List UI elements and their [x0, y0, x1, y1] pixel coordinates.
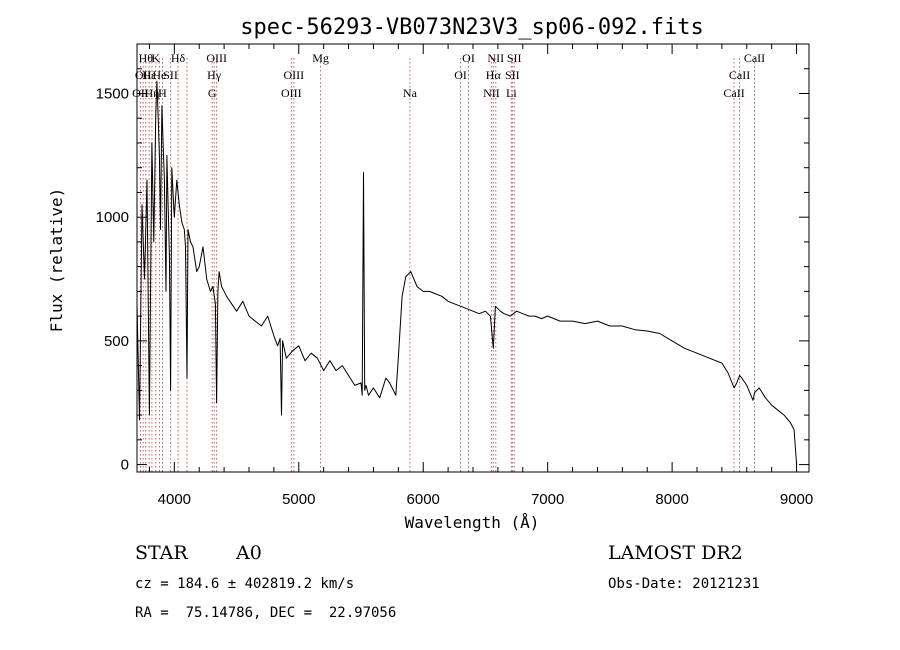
spectral-line-label: K	[151, 51, 160, 65]
spectral-line-label: G	[208, 86, 217, 100]
chart-title: spec-56293-VB073N23V3_sp06-092.fits	[240, 15, 704, 40]
plot-border	[136, 43, 810, 473]
spectral-line-label: H	[158, 86, 167, 100]
spectral-line-label: OI	[462, 51, 475, 65]
spectral-line-label: Hε	[142, 68, 156, 82]
object-class: STAR	[135, 542, 188, 564]
y-axis-label: Flux (relative)	[47, 188, 66, 333]
spectral-line-label: OIII	[281, 86, 302, 100]
x-tick-label: 9000	[780, 491, 813, 508]
x-axis-label: Wavelength (Å)	[405, 513, 540, 532]
survey-name: LAMOST DR2	[608, 542, 743, 564]
spectral-line-label: SII	[507, 51, 522, 65]
y-tick-label: 1500	[96, 85, 129, 102]
spectral-line-label: He	[152, 68, 166, 82]
redshift-cz: cz = 184.6 ± 402819.2 km/s	[135, 576, 355, 592]
plot-frame	[136, 43, 810, 473]
x-tick-label: 6000	[407, 491, 440, 508]
spectral-line-label: Hθ	[139, 51, 154, 65]
spectral-line-label: CaII	[729, 68, 750, 82]
y-tick-label: 0	[121, 457, 129, 474]
spectral-line-label: Na	[403, 86, 418, 100]
axis-ticks: 4000 5000 6000 7000 8000 9000 0 500 1000 1500	[96, 44, 813, 508]
spectral-line-label: OIII	[283, 68, 304, 82]
sky-coordinates: RA = 75.14786, DEC = 22.97056	[135, 605, 397, 621]
spectral-line-label: Hα	[486, 68, 502, 82]
spectral-line-label: Hδ	[171, 51, 186, 65]
y-tick-label: 500	[104, 333, 129, 350]
spectral-line-label: Li	[506, 86, 517, 100]
spectral-line-label: Hγ	[207, 68, 222, 82]
spectral-line-markers	[139, 58, 755, 472]
spectral-line-label: Hη	[144, 86, 159, 100]
spectral-line-label: OIII	[206, 51, 227, 65]
spectral-line-label: CaII	[744, 51, 765, 65]
spectral-line-label: Mg	[312, 51, 329, 65]
x-tick-label: 5000	[282, 491, 315, 508]
spectral-line-label: OII	[135, 68, 152, 82]
spectral-line-label: OI	[454, 68, 467, 82]
spectral-line-labels: OIIOIIHθHεHηKHeHSIIHδGHγOIIIOIIIOIIIMgNa…	[132, 51, 765, 100]
spectral-line-label: CaII	[723, 86, 744, 100]
spectral-line-label: SII	[163, 68, 178, 82]
y-tick-label: 1000	[96, 209, 129, 226]
observation-date: Obs-Date: 20121231	[608, 576, 760, 592]
spectral-line-label: NII	[487, 51, 504, 65]
x-tick-label: 4000	[158, 491, 191, 508]
spectral-subclass: A0	[236, 542, 262, 564]
spectrum-series-line	[136, 80, 798, 465]
x-tick-label: 8000	[655, 491, 688, 508]
x-tick-label: 7000	[531, 491, 564, 508]
spectral-line-label: SII	[505, 68, 520, 82]
spectral-line-label: NII	[483, 86, 500, 100]
